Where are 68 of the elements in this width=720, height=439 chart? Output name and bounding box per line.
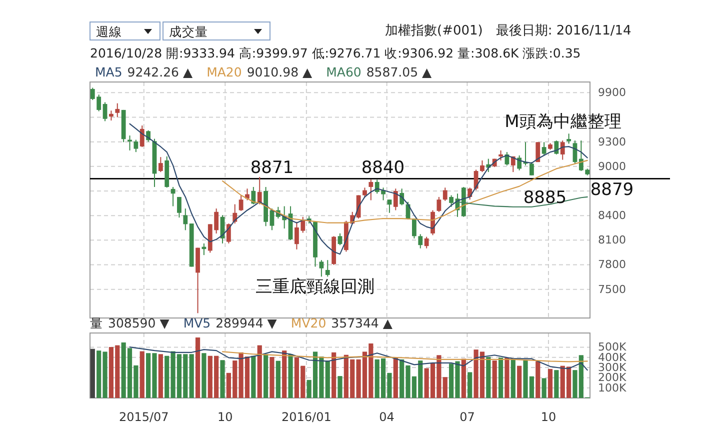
y-tick-label: 7500	[598, 282, 626, 296]
bar	[263, 354, 268, 398]
bar	[498, 358, 504, 398]
bar	[510, 358, 516, 398]
bar	[542, 378, 546, 398]
annotation: 三重底頸線回測	[256, 277, 374, 297]
text: 9242.26 ▲	[127, 64, 193, 80]
bar	[486, 356, 491, 398]
y-tick-label: 9300	[598, 135, 626, 148]
bar	[189, 354, 194, 398]
y-tick-label: 7800	[598, 258, 626, 272]
y-tick-label: 8100	[598, 234, 626, 247]
y-tick-label: 9900	[598, 86, 626, 100]
bar	[282, 350, 287, 398]
line-series	[129, 346, 588, 371]
bar	[338, 376, 342, 398]
bar	[257, 345, 262, 398]
bar	[288, 354, 293, 398]
annotation: 8885	[523, 188, 567, 208]
bar	[393, 358, 398, 398]
x-tick-label: 2016/01	[282, 410, 332, 424]
annotation: 289944 ▼	[216, 316, 278, 330]
bar	[442, 377, 448, 398]
x-tick-label: 07	[460, 410, 475, 424]
text: MA60	[326, 64, 362, 80]
bar	[251, 356, 256, 398]
text: MV20	[290, 316, 326, 330]
bar	[325, 360, 330, 398]
x-tick-label: 04	[379, 410, 394, 424]
text: MA20	[206, 64, 242, 80]
y-tick-label: 9000	[598, 160, 626, 173]
line-series	[222, 351, 588, 362]
bar	[468, 372, 472, 398]
bar	[461, 358, 466, 398]
bar	[536, 361, 540, 398]
bar	[517, 366, 522, 398]
series-label: MV5	[183, 316, 211, 330]
text: 8587.05 ▲	[366, 64, 432, 80]
bar	[332, 352, 336, 398]
bar	[548, 368, 553, 398]
x-tick-label: 2015/07	[118, 410, 169, 424]
x-tick-label: 10	[218, 410, 233, 424]
annotation: 8840	[361, 158, 405, 178]
text: 8879	[590, 180, 634, 200]
bar	[270, 356, 274, 398]
bar	[140, 351, 144, 398]
bar	[158, 354, 163, 398]
bar	[554, 370, 559, 398]
y-tick-label: 8400	[598, 209, 626, 222]
series-label: 量	[90, 316, 103, 330]
text: 9010.98 ▲	[246, 64, 312, 80]
bar	[202, 353, 206, 398]
x-tick-label: 10	[540, 410, 556, 424]
bar	[504, 358, 510, 398]
chart-title: 加權指數(#001) 最後日期: 2016/11/14	[385, 24, 632, 38]
annotation: 308590 ▼	[108, 316, 170, 330]
text: MA5	[95, 64, 122, 80]
bar	[90, 348, 95, 398]
bar	[195, 337, 200, 398]
annotation: 8871	[250, 158, 294, 178]
bar	[220, 360, 225, 398]
bar	[276, 360, 280, 398]
annotation: 357344 ▲	[331, 316, 393, 330]
bar	[492, 360, 497, 398]
text: 週線	[96, 24, 122, 39]
chart-subtitle: 2016/10/28 開:9333.94 高:9399.97 低:9276.71 收:9306.92 量:308.6K 漲跌:0.35	[90, 46, 581, 60]
annotation: M頭為中繼整理	[504, 112, 622, 132]
text: 成交量	[169, 24, 208, 39]
